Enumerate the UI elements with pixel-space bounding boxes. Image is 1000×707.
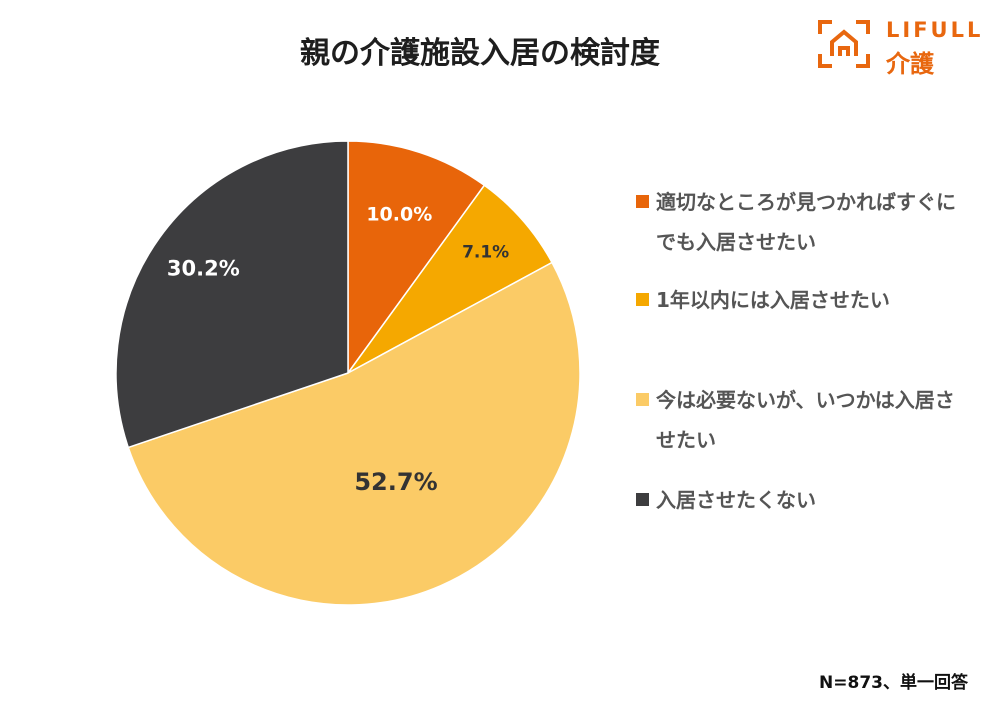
logo-brand-text: LIFULL — [886, 18, 984, 42]
pie-slice — [127, 261, 581, 606]
legend-swatch — [636, 195, 649, 208]
pie-slice — [115, 140, 349, 449]
legend-swatch — [636, 393, 649, 406]
legend-item: 適切なところが見つかればすぐにでも入居させたい — [636, 182, 966, 262]
legend-swatch — [636, 293, 649, 306]
slice-value-label: 10.0% — [366, 204, 432, 226]
brand-logo: LIFULL 介護 — [816, 14, 986, 78]
sample-note: N=873、単一回答 — [819, 673, 968, 693]
legend-item: 今は必要ないが、いつかは入居させたい — [636, 380, 966, 460]
legend-label: 適切なところが見つかればすぐにでも入居させたい — [656, 190, 956, 254]
house-logo-icon — [818, 20, 870, 68]
pie-slice — [347, 184, 554, 374]
chart-title: 親の介護施設入居の検討度 — [300, 36, 660, 71]
slice-value-label: 7.1% — [462, 242, 509, 262]
slice-value-label: 52.7% — [354, 468, 437, 496]
slice-value-label: 30.2% — [167, 256, 240, 280]
legend-swatch — [636, 493, 649, 506]
legend-label: 入居させたくない — [656, 488, 816, 512]
legend-label: 1年以内には入居させたい — [656, 288, 890, 312]
pie-slice — [347, 140, 486, 376]
legend-item: 1年以内には入居させたい — [636, 280, 966, 320]
logo-service-text: 介護 — [886, 50, 934, 78]
legend-item: 入居させたくない — [636, 480, 966, 520]
legend-label: 今は必要ないが、いつかは入居させたい — [656, 388, 955, 452]
